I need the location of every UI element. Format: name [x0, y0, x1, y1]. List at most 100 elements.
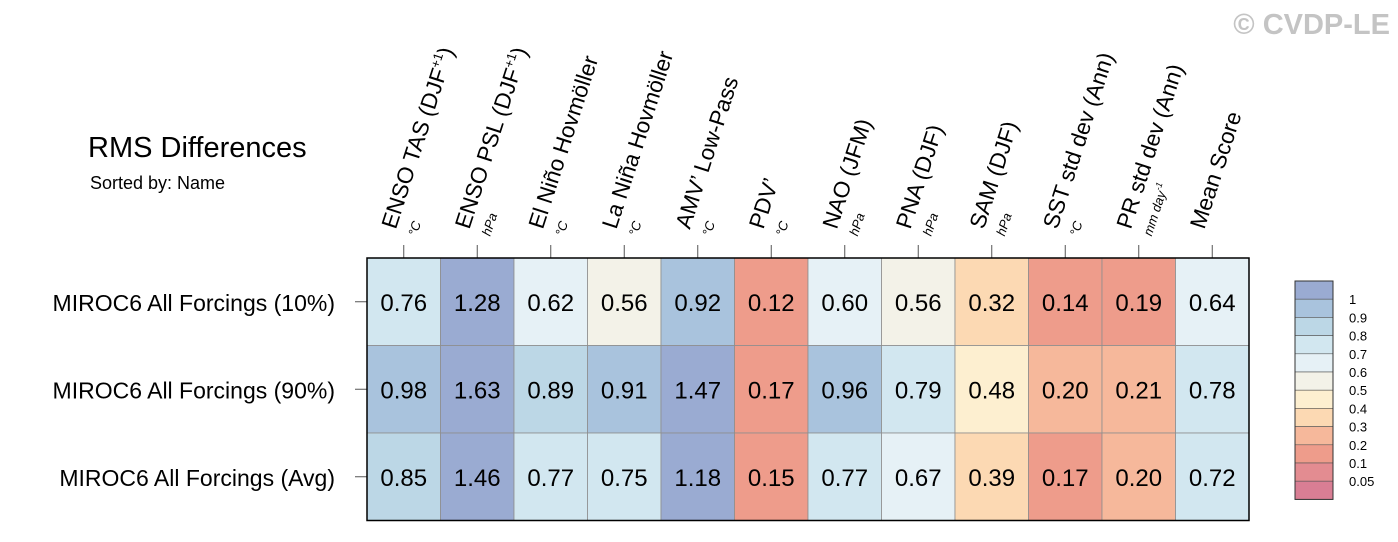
cell-value-label: 1.46: [454, 465, 501, 492]
colorbar: 1 0.9 0.8 0.7 0.6 0.5 0.4 0.3 0.2 0.1 0.05: [1294, 280, 1374, 500]
cell-value-label: 0.77: [527, 465, 574, 492]
svg-text:°C: °C: [1067, 219, 1086, 238]
svg-text:SAM (DJF): SAM (DJF): [965, 118, 1023, 232]
colorbar-segment: [1294, 480, 1334, 500]
heatmap-cells: 0.76 1.28 0.62 0.56 0.92 0.12 0.60 0.56 0.32 0.14…: [366, 257, 1250, 522]
cell-value-label: 1.47: [674, 377, 721, 404]
colorbar-frame: [1294, 280, 1334, 500]
colorbar-label: 0.4: [1349, 401, 1367, 416]
colorbar-label: 1: [1349, 292, 1356, 307]
svg-text:°C: °C: [405, 219, 424, 238]
cell-value-label: 0.19: [1115, 290, 1162, 317]
cell-value-label: 0.64: [1189, 290, 1236, 317]
colorbar-segment: [1294, 353, 1334, 373]
column-unit: °C: [773, 219, 792, 238]
svg-text:La Niña Hovmöller: La Niña Hovmöller: [597, 47, 678, 231]
svg-text:hPa: hPa: [479, 211, 500, 238]
column-name: ENSO TAS (DJF: [377, 65, 452, 231]
colorbar-label: 0.6: [1349, 365, 1367, 380]
heatmap-cell: [366, 432, 441, 521]
heatmap-cell: [660, 257, 735, 346]
cell-value-label: 0.56: [601, 290, 648, 317]
chart-subtitle: Sorted by: Name: [90, 173, 225, 193]
cell-value-label: 0.15: [748, 465, 795, 492]
cell-value-label: 0.75: [601, 465, 648, 492]
cell-value-label: 0.56: [895, 290, 942, 317]
heatmap-cell: [1101, 432, 1176, 521]
cell-value-label: 0.77: [821, 465, 868, 492]
colorbar-label: 0.05: [1349, 474, 1374, 489]
column-unit: °C: [626, 219, 645, 238]
svg-text:NAO (JFM): NAO (JFM): [818, 116, 877, 232]
grid-frame: [366, 257, 1250, 522]
column-unit-superscript: -1: [1153, 181, 1165, 192]
heatmap-cell: [881, 345, 956, 434]
row-label: MIROC6 All Forcings (10%): [53, 290, 335, 316]
svg-text:hPa: hPa: [920, 211, 941, 238]
column-name: SST std dev (Ann): [1038, 49, 1118, 231]
colorbar-segment: [1294, 371, 1334, 391]
cell-value-label: 0.32: [968, 290, 1015, 317]
heatmap-cell: [807, 432, 882, 521]
heatmap-cell: [807, 257, 882, 346]
heatmap-cell: [366, 345, 441, 434]
column-name: PNA (DJF): [891, 122, 948, 232]
cell-value-label: 0.20: [1115, 465, 1162, 492]
cell-value-label: 0.91: [601, 377, 648, 404]
cell-value-label: 0.20: [1042, 377, 1089, 404]
heatmap-cell: [1101, 257, 1176, 346]
svg-text:hPa: hPa: [846, 211, 867, 238]
svg-text:°C: °C: [552, 219, 571, 238]
cell-value-label: 0.62: [527, 290, 574, 317]
column-unit: hPa: [479, 211, 500, 238]
row-label: MIROC6 All Forcings (90%): [53, 377, 335, 403]
cell-value-label: 0.14: [1042, 290, 1089, 317]
heatmap-cell: [954, 345, 1029, 434]
column-unit: °C: [699, 219, 718, 238]
colorbar-label: 0.3: [1349, 420, 1367, 435]
row-labels: MIROC6 All Forcings (10%) MIROC6 All Forc…: [53, 290, 367, 491]
column-headers: ENSO TAS (DJF+1)°C ENSO PSL (DJF+1)hPa El …: [377, 44, 1246, 258]
heatmap-cell: [1175, 257, 1250, 346]
column-header: SAM (DJF)hPa: [965, 118, 1023, 238]
cell-value-label: 0.67: [895, 465, 942, 492]
heatmap-cell: [1175, 345, 1250, 434]
cell-value-label: 0.48: [968, 377, 1015, 404]
heatmap-cell: [734, 345, 809, 434]
svg-text:°C: °C: [773, 219, 792, 238]
watermark: © CVDP-LE: [1233, 9, 1390, 41]
colorbar-segment: [1294, 444, 1334, 464]
cell-value-label: 0.98: [380, 377, 427, 404]
column-unit: °C: [405, 219, 424, 238]
svg-text:°C: °C: [626, 219, 645, 238]
colorbar-label: 0.7: [1349, 347, 1367, 362]
column-header: NAO (JFM)hPa: [818, 116, 877, 238]
column-unit: °C: [1067, 219, 1086, 238]
cell-value-label: 0.39: [968, 465, 1015, 492]
colorbar-label: 0.5: [1349, 383, 1367, 398]
column-header: PDV’°C: [744, 175, 792, 238]
colorbar-segment: [1294, 298, 1334, 318]
colorbar-segment: [1294, 280, 1334, 300]
column-superscript: +1: [427, 51, 446, 70]
cell-value-label: 0.89: [527, 377, 574, 404]
cell-value-label: 0.21: [1115, 377, 1162, 404]
heatmap-cell: [807, 345, 882, 434]
colorbar-segment: [1294, 389, 1334, 409]
svg-text:°C: °C: [699, 219, 718, 238]
colorbar-segment: [1294, 462, 1334, 482]
colorbar-label: 0.9: [1349, 310, 1367, 325]
cell-value-label: 0.17: [1042, 465, 1089, 492]
colorbar-segment: [1294, 317, 1334, 336]
heatmap-cell: [440, 257, 515, 346]
column-superscript: +1: [501, 51, 520, 70]
cell-value-label: 0.78: [1189, 377, 1236, 404]
colorbar-label: 0.2: [1349, 438, 1367, 453]
row-label: MIROC6 All Forcings (Avg): [59, 465, 335, 491]
column-header: PNA (DJF)hPa: [891, 122, 948, 238]
cell-value-label: 0.17: [748, 377, 795, 404]
cell-value-label: 0.60: [821, 290, 868, 317]
svg-text:ENSO PSL (DJF+1): ENSO PSL (DJF+1): [449, 44, 532, 232]
column-name: NAO (JFM): [818, 116, 877, 232]
colorbar-segment: [1294, 408, 1334, 427]
